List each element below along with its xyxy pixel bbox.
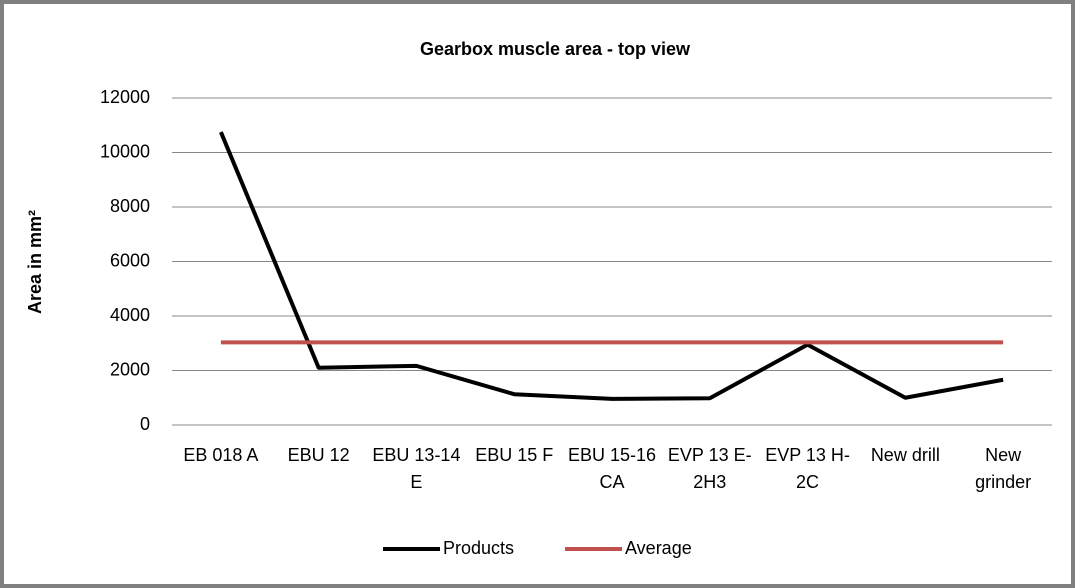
y-tick-label: 12000 xyxy=(100,87,150,107)
x-tick-label: New grinder xyxy=(975,445,1032,492)
y-tick-label: 8000 xyxy=(110,196,150,216)
x-tick-label: EBU 12 xyxy=(287,445,350,465)
x-tick-label: EBU 15-16 CA xyxy=(567,445,657,492)
x-tick-label: EVP 13 E-2H3 xyxy=(667,445,752,492)
y-tick-label: 2000 xyxy=(110,359,150,379)
x-tick-label: New drill xyxy=(870,445,940,465)
legend-label: Products xyxy=(443,538,514,558)
y-tick-label: 10000 xyxy=(100,141,150,161)
y-axis-label: Area in mm² xyxy=(25,210,45,314)
series-line xyxy=(219,131,1004,401)
x-tick-label: EBU 13-14 E xyxy=(372,445,461,492)
y-tick-label: 6000 xyxy=(110,250,150,270)
y-tick-label: 0 xyxy=(140,414,150,434)
y-tick-label: 4000 xyxy=(110,305,150,325)
x-tick-label: EB 018 A xyxy=(183,445,259,465)
x-tick-label: EBU 15 F xyxy=(475,445,554,465)
chart-title: Gearbox muscle area - top view xyxy=(420,39,691,59)
x-tick-label: EVP 13 H-2C xyxy=(765,445,850,492)
legend-label: Average xyxy=(625,538,692,558)
